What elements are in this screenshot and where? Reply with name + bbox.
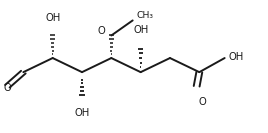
Text: O: O xyxy=(198,97,206,107)
Text: O: O xyxy=(3,83,11,93)
Text: OH: OH xyxy=(133,24,148,35)
Text: OH: OH xyxy=(45,13,60,23)
Text: CH₃: CH₃ xyxy=(137,11,154,20)
Text: OH: OH xyxy=(75,108,90,118)
Text: OH: OH xyxy=(229,53,244,63)
Text: O: O xyxy=(98,26,105,36)
